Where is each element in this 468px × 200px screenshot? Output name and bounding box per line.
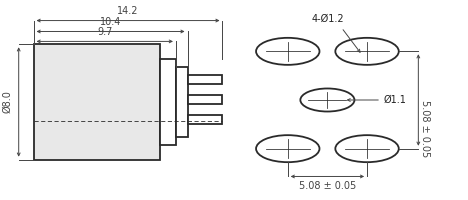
Bar	[160, 59, 176, 145]
Circle shape	[300, 88, 354, 112]
Circle shape	[336, 135, 399, 162]
Text: 4-Ø1.2: 4-Ø1.2	[311, 14, 344, 24]
Circle shape	[256, 135, 320, 162]
Text: 5.08 ± 0.05: 5.08 ± 0.05	[420, 100, 431, 157]
Bar	[188, 95, 222, 104]
Bar	[188, 115, 222, 124]
Text: 5.08 ± 0.05: 5.08 ± 0.05	[299, 181, 356, 191]
Bar	[176, 67, 188, 137]
Text: 9.7: 9.7	[97, 27, 112, 37]
Bar	[188, 75, 222, 84]
Circle shape	[256, 38, 320, 65]
Text: Ø8.0: Ø8.0	[2, 91, 12, 113]
FancyBboxPatch shape	[34, 44, 160, 160]
Circle shape	[336, 38, 399, 65]
Text: Ø1.1: Ø1.1	[383, 95, 406, 105]
Text: 14.2: 14.2	[117, 6, 139, 16]
Text: 10.4: 10.4	[100, 17, 121, 27]
